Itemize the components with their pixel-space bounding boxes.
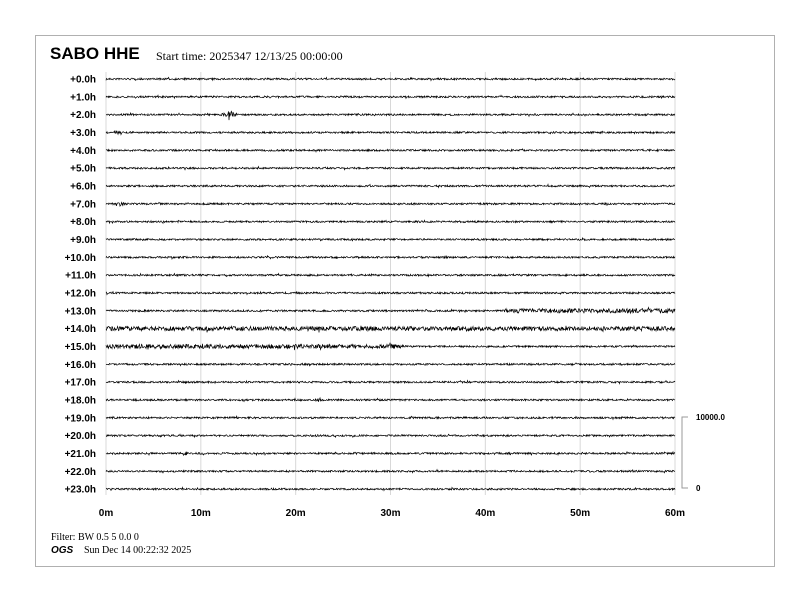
- seismic-trace: [105, 254, 676, 260]
- row-label: +13.0h: [65, 306, 96, 317]
- row-label: +5.0h: [70, 164, 96, 175]
- generated-time: Sun Dec 14 00:22:32 2025: [84, 545, 192, 556]
- row-label: +11.0h: [65, 271, 96, 282]
- seismic-trace: [105, 183, 676, 189]
- seismic-trace: [105, 76, 676, 82]
- scale-top-label: 10000.0: [696, 413, 725, 422]
- seismic-trace: [105, 165, 676, 171]
- x-tick-label: 50m: [570, 508, 590, 519]
- row-label: +22.0h: [65, 467, 96, 478]
- row-label: +14.0h: [65, 324, 96, 335]
- row-label: +21.0h: [65, 449, 96, 460]
- seismic-trace: [105, 219, 676, 225]
- seismic-trace: [105, 396, 676, 403]
- filter-info: Filter: BW 0.5 5 0.0 0: [51, 532, 139, 543]
- plot-frame: [35, 35, 775, 567]
- seismic-trace: [105, 272, 676, 278]
- seismic-trace: [105, 414, 676, 421]
- scale-bottom-label: 0: [696, 484, 701, 493]
- seismic-trace: [106, 110, 676, 121]
- seismic-trace: [105, 236, 676, 242]
- seismic-trace: [105, 342, 676, 351]
- seismic-trace: [105, 325, 676, 333]
- row-label: +6.0h: [70, 181, 96, 192]
- seismic-trace: [105, 148, 676, 153]
- row-label: +9.0h: [70, 235, 96, 246]
- seismic-trace: [105, 379, 676, 385]
- row-label: +7.0h: [70, 199, 96, 210]
- row-label: +8.0h: [70, 217, 96, 228]
- x-tick-label: 60m: [665, 508, 685, 519]
- row-label: +0.0h: [70, 75, 96, 86]
- row-label: +1.0h: [70, 92, 96, 103]
- row-label: +17.0h: [65, 378, 96, 389]
- seismic-trace: [105, 130, 676, 136]
- row-label: +20.0h: [65, 431, 96, 442]
- x-tick-label: 10m: [191, 508, 211, 519]
- row-label: +10.0h: [65, 253, 96, 264]
- seismic-trace: [105, 306, 676, 315]
- seismic-trace: [105, 94, 676, 100]
- row-label: +3.0h: [70, 128, 96, 139]
- row-label: +2.0h: [70, 110, 96, 121]
- seismic-trace: [105, 362, 676, 367]
- seismic-trace: [105, 201, 676, 208]
- row-label: +23.0h: [65, 485, 96, 496]
- x-tick-label: 0m: [99, 508, 114, 519]
- x-tick-label: 20m: [286, 508, 306, 519]
- x-tick-label: 30m: [380, 508, 400, 519]
- seismic-trace: [105, 433, 676, 439]
- row-label: +16.0h: [65, 360, 96, 371]
- row-label: +15.0h: [65, 342, 96, 353]
- seismic-trace: [105, 486, 676, 492]
- seismic-trace: [105, 468, 676, 474]
- ogs-logo: OGS: [51, 545, 74, 556]
- row-label: +18.0h: [65, 395, 96, 406]
- start-time: Start time: 2025347 12/13/25 00:00:00: [156, 49, 343, 63]
- seismic-trace: [105, 290, 676, 296]
- x-tick-label: 40m: [475, 508, 495, 519]
- row-label: +4.0h: [70, 146, 96, 157]
- scale-bar: [681, 416, 688, 489]
- seismic-trace: [105, 450, 676, 457]
- row-label: +19.0h: [65, 413, 96, 424]
- station-title: SABO HHE: [50, 44, 140, 63]
- row-label: +12.0h: [65, 288, 96, 299]
